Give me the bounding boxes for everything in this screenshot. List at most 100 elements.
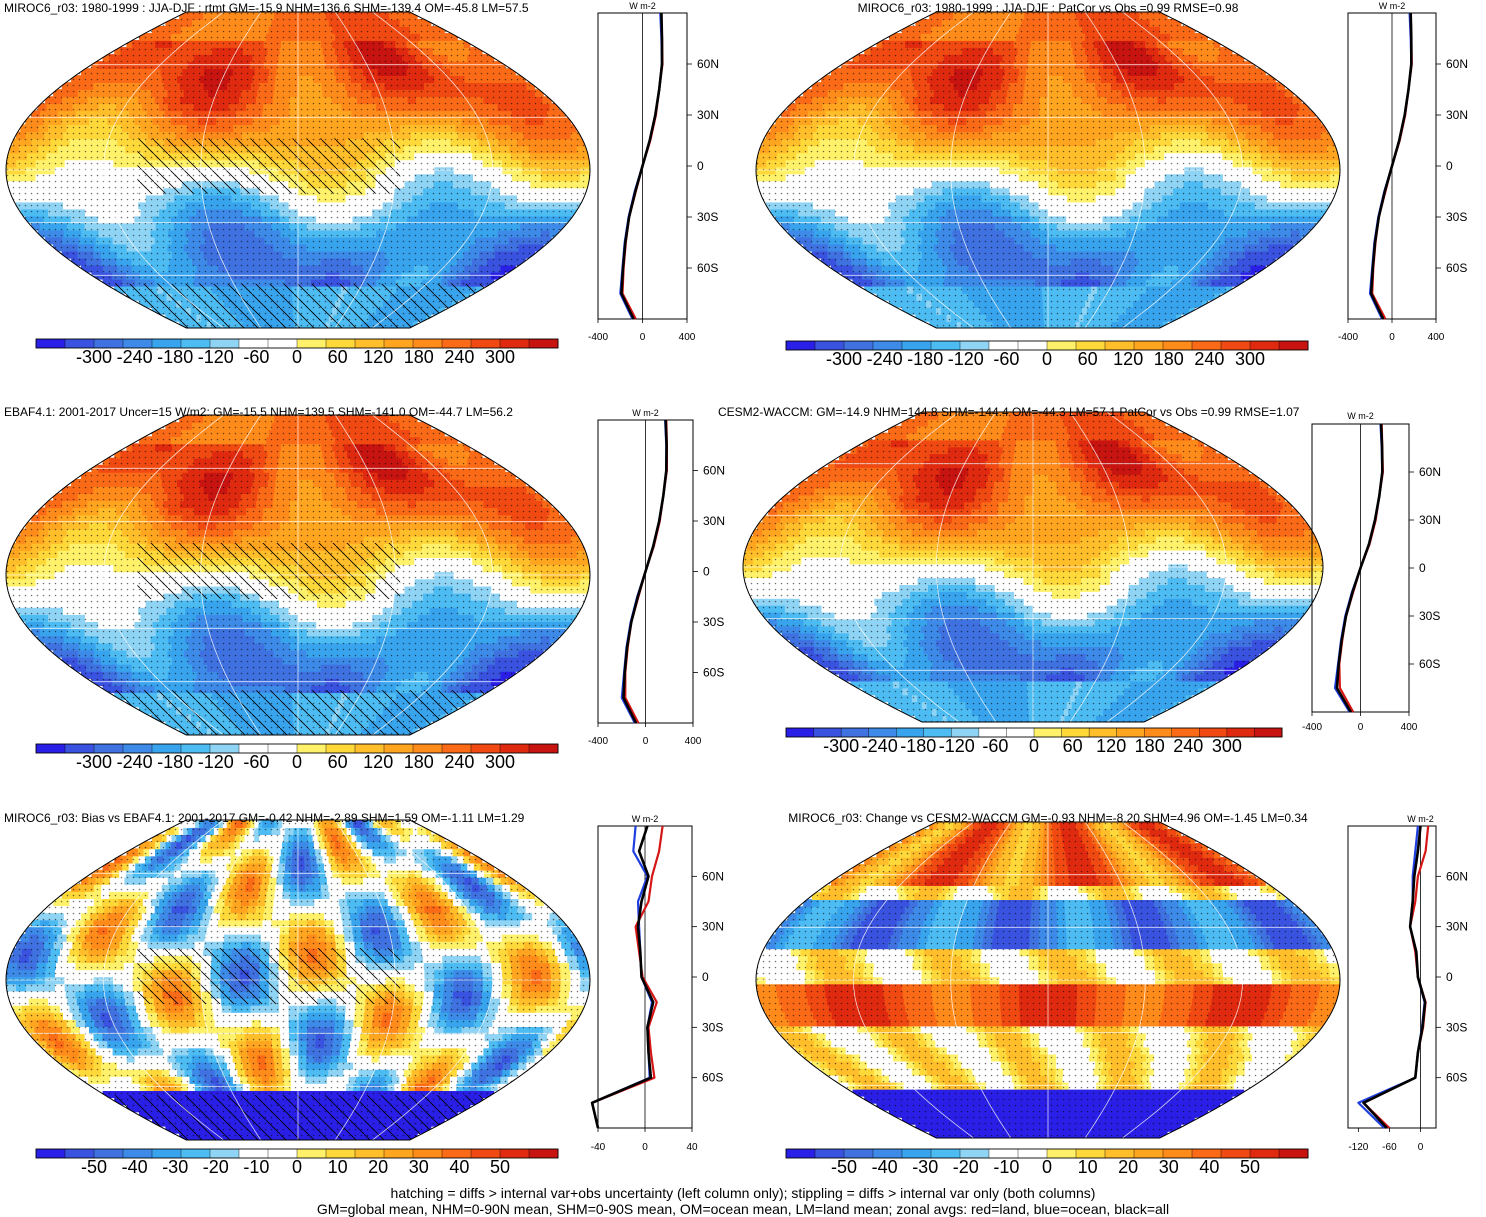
colorbar-swatch xyxy=(1254,728,1282,737)
colorbar-tick-label: 10 xyxy=(328,1157,348,1177)
colorbar-tick-label: -120 xyxy=(198,752,234,772)
zonal-lat-label: 30S xyxy=(1446,210,1467,224)
colorbar-tick-label: -180 xyxy=(907,349,943,369)
map-1 xyxy=(6,12,591,331)
map-6 xyxy=(756,822,1341,1139)
colorbar-tick-label: -180 xyxy=(900,736,936,756)
zonal-x-tick-label: 400 xyxy=(1428,332,1445,343)
colorbar-tick-label: -240 xyxy=(867,349,903,369)
zonal-series-land xyxy=(592,826,663,1128)
colorbar-tick-label: 0 xyxy=(292,347,302,367)
panel-title-4: CESM2-WACCM: GM=-14.9 NHM=144.8 SHM=-144… xyxy=(718,405,1300,419)
zonal-lat-label: 60N xyxy=(703,464,725,478)
colorbar-tick-label: -30 xyxy=(162,1157,188,1177)
colorbar-tick-label: -300 xyxy=(826,349,862,369)
colorbar-tick-label: -180 xyxy=(157,752,193,772)
colorbar-tick-label: 300 xyxy=(1212,736,1242,756)
zonal-series-ocean xyxy=(622,420,667,723)
zonal-lat-label: 30S xyxy=(1446,1020,1467,1034)
footer-line-1: hatching = diffs > internal var+obs unce… xyxy=(0,1185,1486,1201)
zonal-lat-label: 60S xyxy=(1446,1071,1467,1085)
zonal-lat-label: 60N xyxy=(702,869,724,883)
colorbar-tick-label: 40 xyxy=(449,1157,469,1177)
zonal-x-tick-label: 0 xyxy=(642,1142,648,1153)
zonal-lat-label: 0 xyxy=(1446,159,1453,173)
zonal-x-tick-label: 0 xyxy=(640,332,646,343)
map-2 xyxy=(756,12,1341,329)
colorbar-swatch xyxy=(1279,341,1308,350)
zonal-lat-label: 60N xyxy=(1446,57,1468,71)
zonal-x-tick-label: -120 xyxy=(1348,1142,1368,1153)
zonal-lat-label: 60N xyxy=(697,57,719,71)
colorbar-tick-label: -240 xyxy=(117,347,153,367)
colorbar-tick-label: -20 xyxy=(203,1157,229,1177)
colorbar-swatch xyxy=(36,744,65,753)
zonal-lat-label: 0 xyxy=(1419,561,1426,575)
zonal-x-tick-label: 40 xyxy=(686,1142,698,1153)
zonal-lat-label: 0 xyxy=(697,159,704,173)
panel-3: EBAF4.1: 2001-2017 Uncer=15 W/m2: GM=-15… xyxy=(4,405,725,772)
zonal-series-all xyxy=(621,13,662,319)
colorbar-tick-label: 300 xyxy=(1235,349,1265,369)
colorbar-tick-label: 180 xyxy=(1154,349,1184,369)
panel-1: MIROC6_r03: 1980-1999 : JJA-DJF : rtmt G… xyxy=(4,1,719,367)
colorbar-tick-label: -10 xyxy=(993,1157,1019,1177)
colorbar-tick-label: 0 xyxy=(1042,349,1052,369)
colorbar-tick-label: -120 xyxy=(939,736,975,756)
colorbar-tick-label: -30 xyxy=(912,1157,938,1177)
zonal-unit-label: W m-2 xyxy=(1347,411,1374,421)
zonal-lat-label: 60S xyxy=(703,666,724,680)
zonal-lat-label: 60S xyxy=(697,261,718,275)
footer-line-2: GM=global mean, NHM=0-90N mean, SHM=0-90… xyxy=(0,1201,1486,1217)
colorbar-tick-label: 30 xyxy=(1159,1157,1179,1177)
zonal-x-tick-label: 0 xyxy=(1358,722,1364,733)
colorbar-swatch xyxy=(529,744,558,753)
panel-2: MIROC6_r03: 1980-1999 : JJA-DJF : PatCor… xyxy=(756,1,1468,369)
colorbar-tick-label: 180 xyxy=(404,752,434,772)
colorbar-tick-label: 0 xyxy=(292,752,302,772)
zonal-x-tick-label: 400 xyxy=(1401,722,1418,733)
zonal-lat-label: 30S xyxy=(1419,609,1440,623)
panel-6: MIROC6_r03: Change vs CESM2-WACCM GM=-0.… xyxy=(756,811,1468,1177)
colorbar-tick-label: 120 xyxy=(363,752,393,772)
zonal-series-all xyxy=(1371,13,1411,319)
colorbar-tick-label: -300 xyxy=(76,752,112,772)
colorbar-tick-label: -50 xyxy=(81,1157,107,1177)
zonal-series-all xyxy=(624,420,667,723)
zonal-lat-label: 60N xyxy=(1419,465,1441,479)
colorbar-tick-label: 10 xyxy=(1078,1157,1098,1177)
zonal-x-tick-label: -400 xyxy=(1338,332,1358,343)
colorbar-tick-label: 20 xyxy=(1118,1157,1138,1177)
colorbar-tick-label: 240 xyxy=(1194,349,1224,369)
colorbar-tick-label: 300 xyxy=(485,347,515,367)
zonal-lat-label: 60S xyxy=(702,1071,723,1085)
colorbar-tick-label: -50 xyxy=(831,1157,857,1177)
colorbar-swatch xyxy=(786,1149,815,1158)
zonal-x-tick-label: 400 xyxy=(679,332,696,343)
colorbar-tick-label: 60 xyxy=(328,347,348,367)
panel-5: MIROC6_r03: Bias vs EBAF4.1: 2001-2017 G… xyxy=(4,811,724,1177)
colorbar-tick-label: -60 xyxy=(243,752,269,772)
zonal-x-tick-label: -40 xyxy=(591,1142,606,1153)
colorbar-tick-label: 180 xyxy=(1135,736,1165,756)
zonal-x-tick-label: -400 xyxy=(588,332,608,343)
colorbar-tick-label: -60 xyxy=(993,349,1019,369)
panel-title-6: MIROC6_r03: Change vs CESM2-WACCM GM=-0.… xyxy=(788,811,1308,825)
zonal-lat-label: 30N xyxy=(702,920,724,934)
colorbar-swatch xyxy=(1279,1149,1308,1158)
zonal-x-tick-label: 400 xyxy=(685,736,702,747)
zonal-lat-label: 30N xyxy=(703,514,725,528)
zonal-series-all xyxy=(1364,826,1426,1128)
colorbar-tick-label: -60 xyxy=(982,736,1008,756)
colorbar-tick-label: -10 xyxy=(243,1157,269,1177)
colorbar-tick-label: 120 xyxy=(1096,736,1126,756)
colorbar-tick-label: 240 xyxy=(444,347,474,367)
colorbar-swatch xyxy=(529,339,558,348)
panel-4: CESM2-WACCM: GM=-14.9 NHM=144.8 SHM=-144… xyxy=(718,405,1441,756)
